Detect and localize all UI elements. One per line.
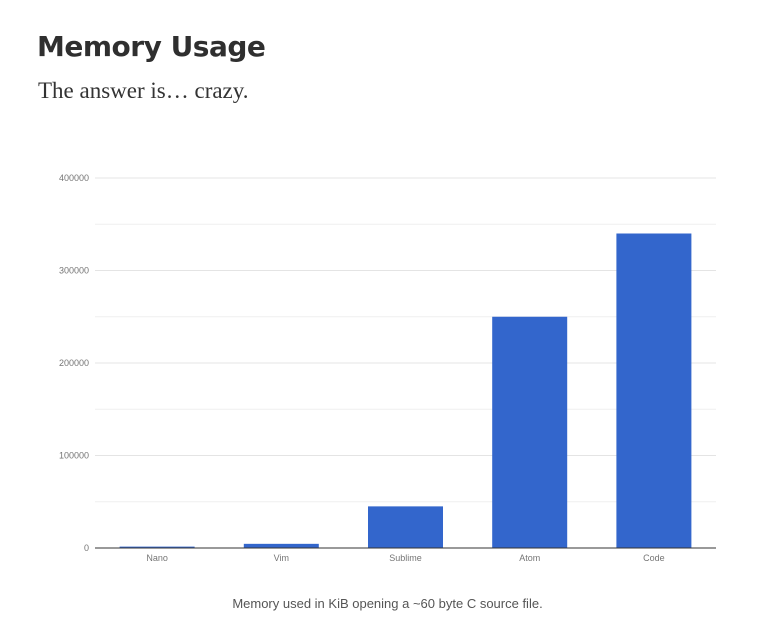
y-tick-label: 0 [84, 543, 89, 553]
grid-lines [95, 177, 716, 503]
chart-title: Memory Usage [37, 30, 266, 63]
bar-sublime [368, 506, 443, 548]
x-tick-label: Atom [519, 553, 540, 563]
bar-atom [492, 316, 568, 548]
bars [119, 233, 692, 548]
y-axis-ticks: 0 100000 200000 300000 400000 [59, 173, 89, 553]
chart-subtitle: The answer is… crazy. [38, 78, 249, 103]
y-tick-label: 300000 [59, 266, 89, 276]
x-tick-label: Code [643, 553, 665, 563]
y-tick-label: 100000 [59, 451, 89, 461]
y-tick-label: 200000 [59, 358, 89, 368]
y-tick-label: 400000 [59, 173, 89, 183]
bar-nano [119, 546, 195, 548]
x-tick-label: Vim [274, 553, 289, 563]
chart-caption: Memory used in KiB opening a ~60 byte C … [232, 596, 543, 611]
bar-vim [243, 543, 319, 548]
bar-code [616, 233, 692, 548]
x-tick-label: Nano [146, 553, 168, 563]
x-axis-ticks: Nano Vim Sublime Atom Code [146, 553, 664, 563]
x-tick-label: Sublime [389, 553, 422, 563]
